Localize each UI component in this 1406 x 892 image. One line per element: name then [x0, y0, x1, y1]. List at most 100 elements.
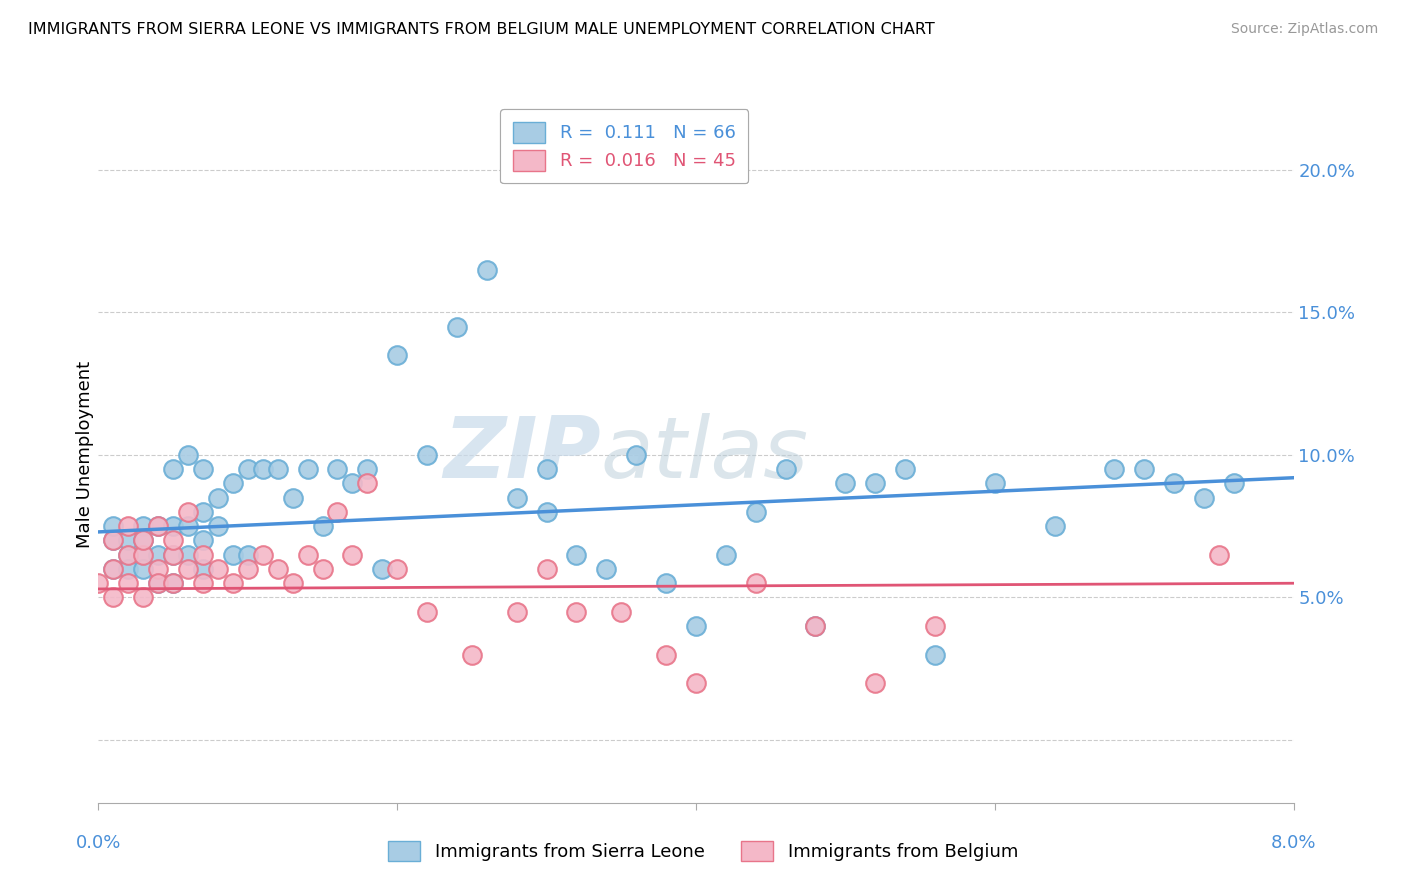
Point: [252, 462, 274, 476]
Point: [103, 519, 125, 533]
Point: [371, 562, 394, 576]
Point: [446, 319, 468, 334]
Point: [624, 448, 647, 462]
Point: [103, 533, 125, 548]
Point: [207, 562, 229, 576]
Y-axis label: Male Unemployment: Male Unemployment: [76, 361, 94, 549]
Point: [342, 476, 364, 491]
Point: [924, 619, 946, 633]
Point: [148, 519, 170, 533]
Point: [162, 519, 184, 533]
Point: [311, 519, 333, 533]
Point: [565, 605, 588, 619]
Point: [103, 591, 125, 605]
Point: [983, 476, 1005, 491]
Point: [714, 548, 737, 562]
Point: [1043, 519, 1066, 533]
Point: [924, 648, 946, 662]
Text: IMMIGRANTS FROM SIERRA LEONE VS IMMIGRANTS FROM BELGIUM MALE UNEMPLOYMENT CORREL: IMMIGRANTS FROM SIERRA LEONE VS IMMIGRAN…: [28, 22, 935, 37]
Point: [132, 548, 155, 562]
Point: [342, 548, 364, 562]
Point: [506, 605, 529, 619]
Point: [281, 491, 304, 505]
Point: [804, 619, 827, 633]
Point: [863, 476, 886, 491]
Point: [162, 548, 184, 562]
Point: [536, 505, 558, 519]
Point: [536, 562, 558, 576]
Point: [222, 476, 245, 491]
Point: [207, 519, 229, 533]
Point: [177, 562, 200, 576]
Point: [191, 533, 214, 548]
Point: [117, 576, 139, 591]
Point: [311, 562, 333, 576]
Point: [117, 548, 139, 562]
Point: [132, 519, 155, 533]
Point: [655, 576, 678, 591]
Point: [117, 519, 139, 533]
Point: [1222, 476, 1246, 491]
Point: [117, 562, 139, 576]
Point: [132, 591, 155, 605]
Point: [267, 462, 290, 476]
Point: [103, 562, 125, 576]
Point: [461, 648, 484, 662]
Point: [132, 533, 155, 548]
Point: [775, 462, 797, 476]
Point: [148, 548, 170, 562]
Point: [132, 533, 155, 548]
Point: [610, 605, 633, 619]
Point: [745, 576, 768, 591]
Point: [132, 562, 155, 576]
Point: [103, 562, 125, 576]
Point: [416, 605, 439, 619]
Point: [297, 462, 319, 476]
Point: [326, 462, 349, 476]
Text: ZIP: ZIP: [443, 413, 600, 497]
Point: [252, 548, 274, 562]
Point: [834, 476, 856, 491]
Text: atlas: atlas: [600, 413, 808, 497]
Point: [162, 576, 184, 591]
Legend: Immigrants from Sierra Leone, Immigrants from Belgium: Immigrants from Sierra Leone, Immigrants…: [375, 828, 1031, 874]
Point: [1208, 548, 1230, 562]
Point: [191, 576, 214, 591]
Point: [863, 676, 886, 690]
Point: [191, 548, 214, 562]
Point: [236, 548, 259, 562]
Point: [162, 462, 184, 476]
Point: [103, 533, 125, 548]
Point: [565, 548, 588, 562]
Point: [416, 448, 439, 462]
Point: [162, 533, 184, 548]
Point: [162, 576, 184, 591]
Point: [177, 448, 200, 462]
Text: Source: ZipAtlas.com: Source: ZipAtlas.com: [1230, 22, 1378, 37]
Point: [655, 648, 678, 662]
Point: [207, 491, 229, 505]
Point: [1133, 462, 1156, 476]
Point: [1102, 462, 1125, 476]
Point: [685, 619, 707, 633]
Point: [117, 548, 139, 562]
Point: [148, 576, 170, 591]
Point: [326, 505, 349, 519]
Point: [745, 505, 768, 519]
Point: [536, 462, 558, 476]
Point: [1192, 491, 1215, 505]
Point: [685, 676, 707, 690]
Legend: R =  0.111   N = 66, R =  0.016   N = 45: R = 0.111 N = 66, R = 0.016 N = 45: [501, 109, 748, 184]
Point: [1163, 476, 1185, 491]
Point: [385, 348, 409, 362]
Point: [281, 576, 304, 591]
Point: [267, 562, 290, 576]
Point: [162, 548, 184, 562]
Point: [595, 562, 617, 576]
Point: [148, 519, 170, 533]
Point: [177, 505, 200, 519]
Point: [506, 491, 529, 505]
Point: [297, 548, 319, 562]
Point: [894, 462, 917, 476]
Point: [177, 519, 200, 533]
